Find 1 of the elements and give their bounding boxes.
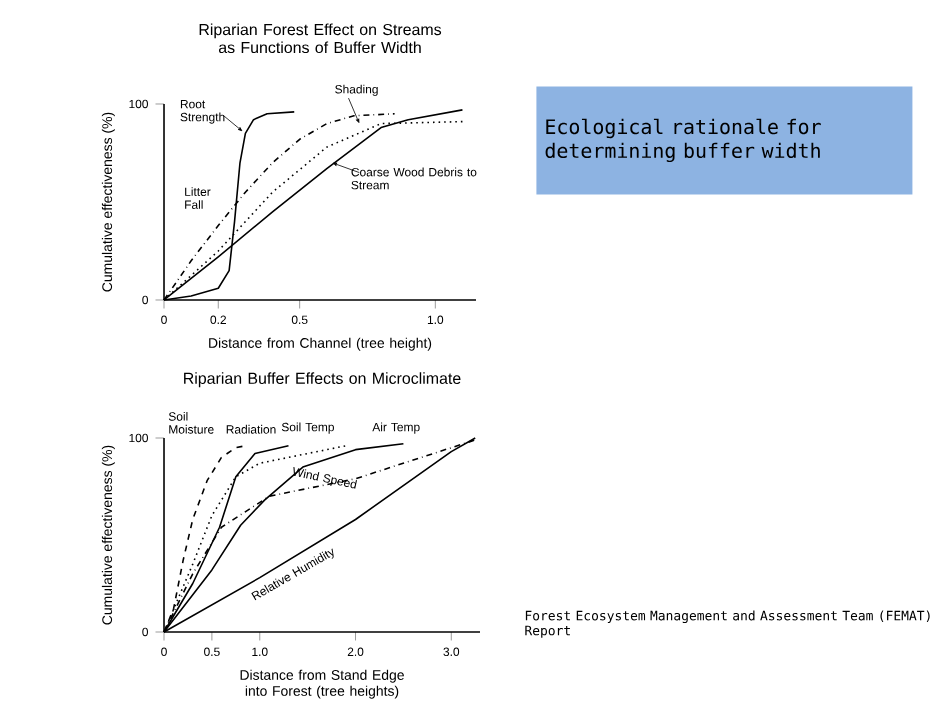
text: Ecological rationale for determining buffer width bbox=[545, 118, 821, 163]
